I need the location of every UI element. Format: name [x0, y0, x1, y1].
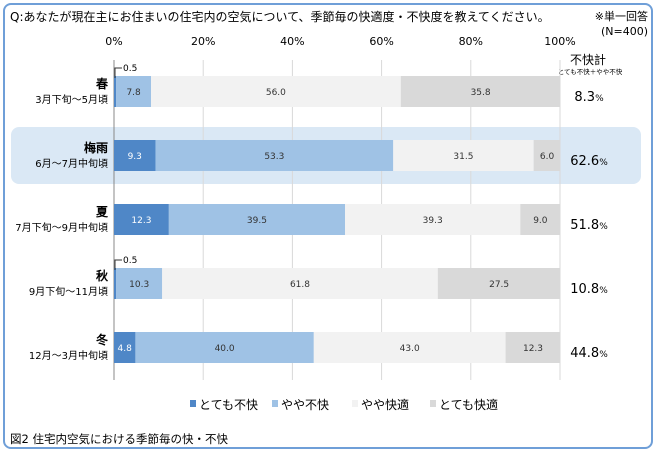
label-leader-line	[114, 67, 122, 78]
bar-segment	[114, 332, 136, 363]
data-label: 7.8	[126, 88, 141, 98]
category-period: 12月～3月中旬頃	[29, 349, 108, 362]
x-tick-label: 80%	[459, 35, 483, 48]
data-label: 27.5	[489, 280, 509, 290]
data-label: 39.5	[247, 216, 267, 226]
bar-segment	[345, 204, 521, 235]
data-label: 56.0	[266, 88, 286, 98]
total-subheader: とても不快＋やや不快	[558, 67, 623, 76]
chart-title: Q:あなたが現在主にお住まいの住宅内の空気について、季節毎の快適度・不快度を教え…	[10, 9, 550, 24]
category-period: 6月～7月中旬頃	[35, 157, 108, 170]
bar-segment	[155, 140, 394, 171]
total-value: 44.8%	[570, 346, 608, 361]
data-label: 10.3	[129, 280, 149, 290]
legend-label: やや快適	[361, 397, 409, 412]
category-period: 7月下旬～9月中旬頃	[15, 221, 108, 234]
legend-label: やや不快	[281, 398, 329, 412]
data-label: 61.8	[290, 280, 310, 290]
data-label: 40.0	[215, 344, 235, 354]
bar-segment	[313, 332, 506, 363]
bar-segment	[533, 140, 561, 171]
legend-swatch	[430, 400, 436, 407]
category-season: 梅雨	[84, 140, 108, 155]
x-tick-label: 60%	[369, 35, 393, 48]
chart-frame: Q:あなたが現在主にお住まいの住宅内の空気について、季節毎の快適度・不快度を教え…	[3, 3, 653, 449]
data-label: 12.3	[523, 344, 543, 354]
data-label: 35.8	[471, 88, 491, 98]
category-season: 秋	[96, 268, 109, 283]
data-label: 6.0	[540, 152, 555, 162]
data-label: 9.3	[128, 152, 142, 162]
data-label: 43.0	[400, 344, 420, 354]
total-value: 8.3%	[574, 90, 604, 105]
total-value: 10.8%	[570, 282, 608, 297]
bar-segment	[400, 76, 561, 107]
data-label: 31.5	[453, 152, 473, 162]
total-value: 51.8%	[570, 218, 608, 233]
bar-segment	[114, 76, 117, 107]
x-tick-label: 100%	[544, 35, 575, 48]
sample-size: (N=400)	[601, 25, 648, 38]
x-tick-label: 20%	[191, 35, 215, 48]
category-period: 9月下旬～11月頃	[29, 285, 108, 298]
bar-segment	[114, 268, 117, 299]
figure-caption: 図2 住宅内空気における季節毎の快・不快	[10, 432, 228, 446]
data-label: 0.5	[123, 64, 137, 74]
bar-segment	[168, 204, 346, 235]
bar-segment	[116, 268, 163, 299]
legend-swatch	[272, 400, 278, 407]
bar-segment	[437, 268, 561, 299]
data-label: 4.8	[118, 344, 133, 354]
bar-segment	[135, 332, 314, 363]
data-label: 12.3	[131, 216, 151, 226]
legend-swatch	[190, 400, 196, 407]
bar-segment	[520, 204, 561, 235]
category-season: 春	[95, 76, 109, 91]
legend-swatch	[352, 400, 358, 407]
bar-segment	[114, 204, 169, 235]
data-label: 39.3	[423, 216, 443, 226]
answer-note: ※単一回答	[595, 9, 648, 23]
legend-label: とても快適	[439, 397, 498, 412]
label-leader-line	[114, 259, 122, 270]
data-label: 9.0	[533, 216, 548, 226]
total-value: 62.6%	[570, 154, 608, 169]
data-label: 0.5	[123, 256, 137, 266]
category-season: 冬	[96, 332, 108, 347]
bar-segment	[116, 76, 152, 107]
category-period: 3月下旬～5月頃	[35, 93, 108, 106]
bar-segment	[505, 332, 561, 363]
bar-segment	[162, 268, 438, 299]
legend-label: とても不快	[199, 398, 258, 412]
data-label: 53.3	[264, 152, 284, 162]
bar-segment	[114, 140, 156, 171]
bar-segment	[393, 140, 534, 171]
category-season: 夏	[96, 205, 109, 219]
x-tick-label: 40%	[280, 35, 304, 48]
bar-segment	[151, 76, 401, 107]
x-tick-label: 0%	[105, 35, 122, 48]
total-header: 不快計	[570, 52, 606, 67]
stacked-bar-chart: Q:あなたが現在主にお住まいの住宅内の空気について、季節毎の快適度・不快度を教え…	[10, 9, 648, 446]
